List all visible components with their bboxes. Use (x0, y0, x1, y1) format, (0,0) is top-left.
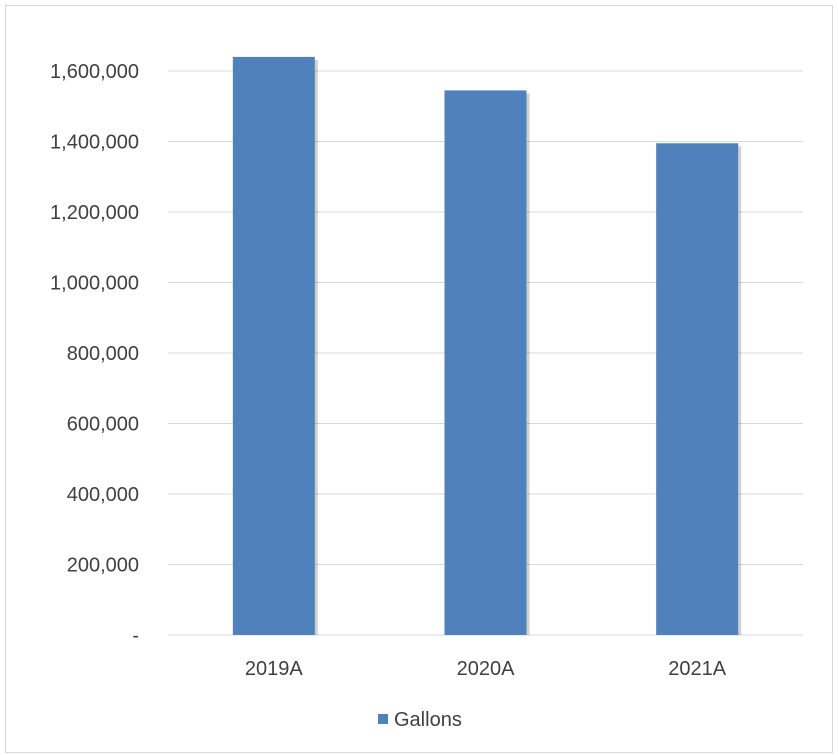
y-tick-label: 200,000 (67, 555, 139, 577)
y-tick-label: 1,400,000 (50, 132, 139, 154)
x-axis-tick-labels: 2019A 2020A 2021A (245, 658, 727, 680)
y-axis-tick-labels: - 200,000 400,000 600,000 800,000 1,000,000 1,… (50, 61, 139, 647)
legend-label-gallons: Gallons (394, 709, 462, 731)
y-tick-label: 400,000 (67, 484, 139, 506)
y-tick-label: 600,000 (67, 414, 139, 436)
bar-2020A (444, 90, 527, 635)
bar-2021A (656, 143, 739, 635)
legend-swatch-gallons (378, 714, 388, 724)
y-tick-label: 1,000,000 (50, 273, 139, 295)
y-tick-label: 1,200,000 (50, 202, 139, 224)
x-tick-label: 2019A (245, 658, 303, 680)
y-tick-label: 800,000 (67, 343, 139, 365)
x-tick-label: 2021A (668, 658, 726, 680)
x-tick-label: 2020A (457, 658, 515, 680)
bars (232, 56, 742, 635)
legend: Gallons (378, 709, 462, 731)
y-tick-label: 1,600,000 (50, 61, 139, 83)
bar-2019A (232, 56, 315, 635)
y-tick-label: - (132, 625, 139, 647)
